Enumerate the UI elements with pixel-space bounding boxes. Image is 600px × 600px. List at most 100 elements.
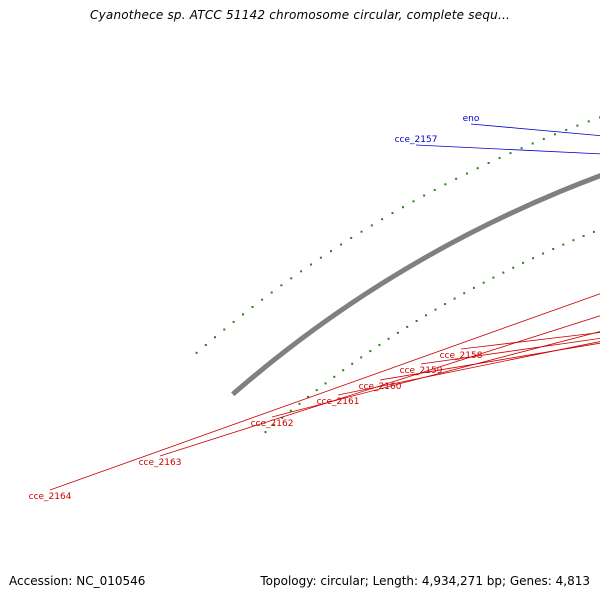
outer-ring-minor-tick xyxy=(423,194,426,197)
gene-cce-2161-label[interactable]: cce_2161 xyxy=(317,397,360,407)
outer-ring-minor-tick xyxy=(412,200,415,203)
gene-cce-2164-label[interactable]: cce_2164 xyxy=(29,492,72,502)
inner-ring-minor-tick xyxy=(378,343,381,346)
gene-cce-2161-leader xyxy=(337,341,600,396)
inner-ring-minor-tick xyxy=(351,362,354,365)
outer-ring-minor-tick xyxy=(402,206,404,209)
outer-ring-minor-tick xyxy=(270,291,273,294)
gene-cce-2160-label[interactable]: cce_2160 xyxy=(359,382,402,392)
inner-ring-minor-tick xyxy=(522,261,525,264)
inner-ring-minor-tick xyxy=(415,320,418,322)
accession-label: Accession: NC_010546 xyxy=(9,574,146,588)
outer-ring-minor-tick xyxy=(223,328,226,331)
outer-tick-ring xyxy=(195,116,600,354)
gene-cce-2163-leader xyxy=(159,315,600,457)
inner-ring-minor-tick xyxy=(307,395,309,398)
inner-ring-minor-tick xyxy=(369,350,372,353)
inner-ring-minor-tick xyxy=(482,281,485,284)
inner-ring-minor-tick xyxy=(272,423,275,426)
outer-ring-minor-tick xyxy=(531,142,534,145)
outer-ring-minor-tick xyxy=(587,120,590,123)
gene-cce-2157-leader xyxy=(415,144,600,155)
outer-ring-minor-tick xyxy=(476,167,479,170)
outer-ring-minor-tick xyxy=(251,306,254,308)
outer-ring-minor-tick xyxy=(340,243,343,246)
outer-ring-minor-tick xyxy=(214,336,216,339)
outer-ring-minor-tick xyxy=(204,344,207,346)
inner-ring-minor-tick xyxy=(502,271,505,274)
inner-ring-minor-tick xyxy=(472,286,475,289)
gene-cce-2158-leader xyxy=(460,332,600,350)
outer-ring-minor-tick xyxy=(350,237,353,239)
inner-ring-minor-tick xyxy=(453,297,456,300)
outer-ring-minor-tick xyxy=(330,250,332,253)
inner-ring-minor-tick xyxy=(492,276,495,279)
genome-summary: Topology: circular; Length: 4,934,271 bp… xyxy=(260,574,590,588)
inner-ring-minor-tick xyxy=(512,266,515,269)
outer-ring-minor-tick xyxy=(465,172,468,175)
inner-ring-minor-tick xyxy=(289,409,292,412)
outer-ring-minor-tick xyxy=(391,212,394,215)
outer-ring-minor-tick xyxy=(310,263,312,266)
outer-ring-minor-tick xyxy=(195,351,198,354)
gene-cce-2163-label[interactable]: cce_2163 xyxy=(139,458,182,468)
gene-cce-2157-label[interactable]: cce_2157 xyxy=(395,135,438,145)
inner-ring-minor-tick xyxy=(552,248,555,250)
gene-cce-2160-leader xyxy=(379,342,600,381)
gene-cce-2159-label[interactable]: cce_2159 xyxy=(400,366,443,376)
gene-cce-2159-leader xyxy=(420,337,600,365)
inner-ring-minor-tick xyxy=(298,402,301,405)
outer-ring-minor-tick xyxy=(290,277,293,280)
inner-ring-minor-tick xyxy=(342,369,345,372)
outer-ring-minor-tick xyxy=(360,230,363,233)
outer-ring-minor-tick xyxy=(520,147,523,150)
inner-ring-minor-tick xyxy=(425,314,427,317)
outer-ring-minor-tick xyxy=(232,320,235,323)
inner-ring-minor-tick xyxy=(396,331,399,334)
inner-ring-minor-tick xyxy=(444,303,446,306)
inner-ring-minor-tick xyxy=(333,375,336,378)
inner-ring-minor-tick xyxy=(562,243,565,246)
gene-cce-2162-label[interactable]: cce_2162 xyxy=(251,419,294,429)
outer-ring-minor-tick xyxy=(433,188,436,191)
inner-ring-minor-tick xyxy=(387,337,390,340)
inner-ring-minor-tick xyxy=(315,389,318,392)
outer-ring-minor-tick xyxy=(261,298,264,301)
outer-ring-minor-tick xyxy=(455,177,458,180)
inner-ring-minor-tick xyxy=(324,382,327,385)
inner-ring-minor-tick xyxy=(463,292,466,295)
outer-ring-minor-tick xyxy=(542,137,545,140)
inner-ring-minor-tick xyxy=(572,239,575,242)
inner-ring-minor-tick xyxy=(281,416,284,419)
inner-ring-minor-tick xyxy=(264,431,267,434)
chromosome-backbone xyxy=(231,173,600,397)
inner-ring-minor-tick xyxy=(582,235,585,237)
outer-ring-minor-tick xyxy=(381,218,384,221)
gene-eno-leader xyxy=(470,123,600,137)
gene-callouts: eno cce_2157 cce_2158 cce_2159 cce_2160 cce_2… xyxy=(29,114,600,502)
outer-ring-minor-tick xyxy=(242,313,244,316)
inner-ring-minor-tick xyxy=(542,252,545,255)
outer-ring-minor-tick xyxy=(300,270,303,273)
outer-ring-minor-tick xyxy=(576,124,579,127)
outer-ring-minor-tick xyxy=(554,133,556,136)
gene-cce-2164-leader xyxy=(49,293,600,491)
inner-ring-minor-tick xyxy=(406,325,409,328)
gene-eno-label[interactable]: eno xyxy=(463,114,480,124)
gene-cce-2158-label[interactable]: cce_2158 xyxy=(440,351,483,361)
outer-ring-minor-tick xyxy=(565,128,568,131)
outer-ring-minor-tick xyxy=(444,183,447,186)
inner-ring-minor-tick xyxy=(434,308,437,311)
outer-ring-minor-tick xyxy=(498,157,501,159)
outer-ring-minor-tick xyxy=(370,224,373,227)
inner-ring-minor-tick xyxy=(360,356,363,359)
outer-ring-minor-tick xyxy=(487,162,490,164)
outer-ring-minor-tick xyxy=(280,284,283,287)
outer-ring-minor-tick xyxy=(509,152,512,155)
gene-cce-2162-leader xyxy=(271,331,600,418)
outer-ring-minor-tick xyxy=(319,256,322,259)
map-title: Cyanothece sp. ATCC 51142 chromosome cir… xyxy=(90,8,510,22)
inner-ring-minor-tick xyxy=(532,257,535,260)
